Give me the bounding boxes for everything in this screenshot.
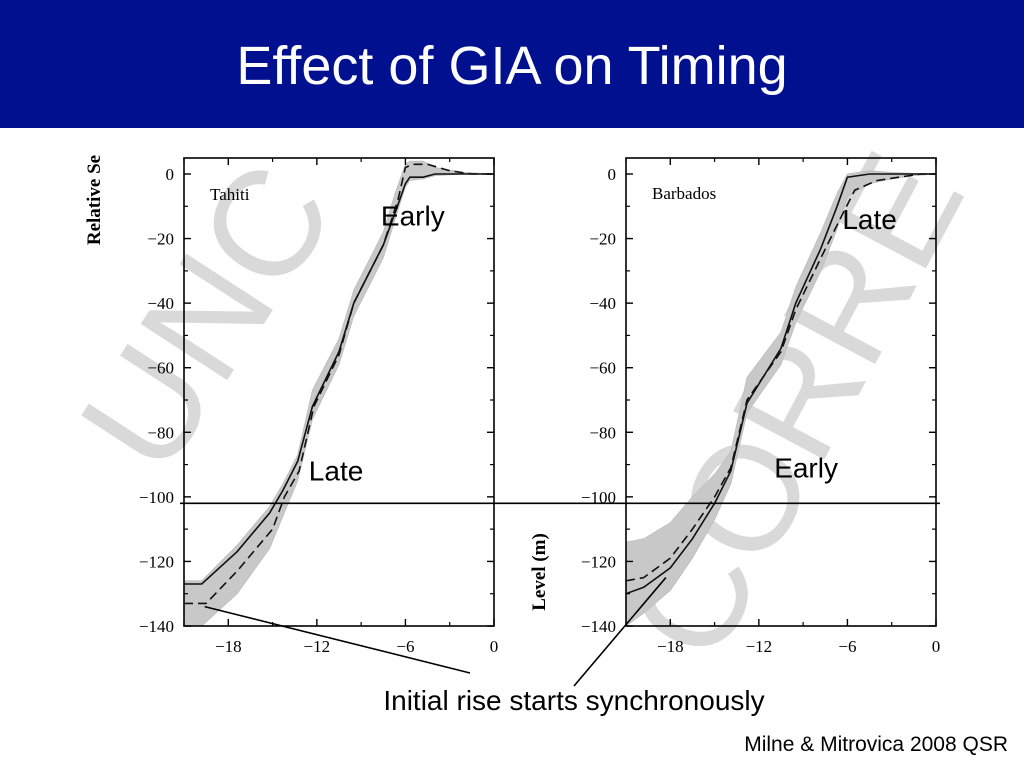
y-axis-label: Relative Se (84, 155, 105, 245)
y-tick-label: −100 (581, 488, 616, 507)
callout-pointer-barbados (573, 577, 667, 687)
y-tick-label: −140 (139, 617, 174, 636)
plot-area (626, 170, 936, 626)
x-tick-label: −6 (838, 637, 856, 656)
annotation-early: Early (774, 452, 838, 483)
panel-barbados: 0−20−40−60−80−100−120−140−18 −12 −6 0Barbad… (529, 157, 941, 656)
y-tick-label: −60 (589, 359, 616, 378)
slide-title: Effect of GIA on Timing (236, 36, 788, 96)
dashed-series-line (626, 173, 936, 582)
y-tick-label: −100 (139, 488, 174, 507)
y-tick-label: −60 (147, 359, 174, 378)
panel-tahiti: 0−20−40−60−80−100−120−140−18 −12 −6 0Tahiti… (84, 155, 498, 656)
x-tick-label: 0 (490, 637, 499, 656)
y-tick-label: −40 (147, 294, 174, 313)
x-tick-label: −18 (215, 637, 242, 656)
annotation-early: Early (381, 201, 445, 232)
y-tick-label: −120 (139, 552, 174, 571)
y-tick-label: −140 (581, 617, 616, 636)
y-tick-label: −80 (147, 423, 174, 442)
annotation-late: Late (842, 204, 897, 235)
y-tick-label: 0 (608, 165, 617, 184)
y-tick-label: −20 (147, 230, 174, 249)
x-tick-label: −12 (304, 637, 331, 656)
y-tick-label: 0 (166, 165, 175, 184)
plot-frame (183, 157, 495, 627)
callout-pointer-tahiti (204, 605, 471, 674)
callout-text: Initial rise starts synchronously (383, 685, 764, 716)
citation-text: Milne & Mitrovica 2008 QSR (744, 733, 1008, 756)
dashed-series-line (184, 163, 494, 605)
solid-series-line (626, 173, 936, 595)
title-bar (0, 0, 1024, 128)
y-tick-label: −80 (589, 423, 616, 442)
x-tick-label: −12 (746, 637, 773, 656)
plot-area (184, 160, 494, 626)
x-tick-label: −6 (396, 637, 414, 656)
site-label: Barbados (652, 184, 716, 203)
x-tick-label: 0 (932, 637, 941, 656)
y-tick-label: −40 (589, 294, 616, 313)
solid-series-line (184, 173, 494, 585)
x-tick-label: −18 (657, 637, 684, 656)
y-tick-label: −20 (589, 230, 616, 249)
plot-frame (625, 157, 937, 627)
site-label: Tahiti (210, 185, 250, 204)
y-axis-label: Level (m) (529, 533, 550, 611)
y-tick-label: −120 (581, 552, 616, 571)
annotation-late: Late (309, 456, 364, 487)
